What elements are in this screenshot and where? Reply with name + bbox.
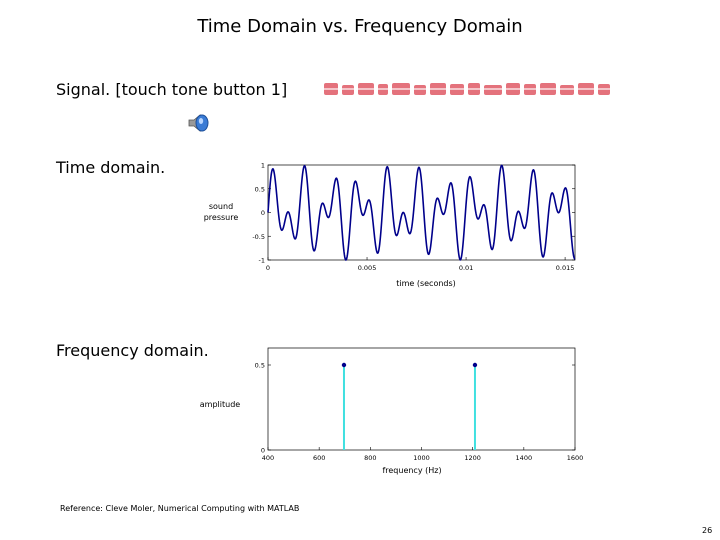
y-tick-label: -1 [259,257,265,265]
x-tick-label: 800 [364,454,376,462]
time-domain-chart: 10.50-0.5-10 0.005 0.01 0.015soundpressuret… [204,162,576,288]
x-tick-label: 1400 [516,454,533,462]
y-tick-label: 0.5 [255,185,265,193]
watermark-banner [322,83,612,95]
y-tick-label: 0 [261,447,265,455]
frequency-domain-chart: 0 0.5 400 600 800 1000 1200 1400 1600 amplitude fr… [200,347,584,475]
x-tick-label: 0 [266,264,270,272]
stem-marker [341,362,347,368]
time-domain-label: Time domain. [56,158,166,177]
x-tick-label: 400 [262,454,274,462]
reference-note: Reference: Cleve Moler, Numerical Comput… [60,504,300,513]
stem-marker [472,362,478,368]
x-tick-label: 1200 [464,454,481,462]
y-tick-label: 0.5 [255,362,265,370]
x-tick-label: 1600 [567,454,584,462]
signal-label: Signal. [touch tone button 1] [56,80,288,99]
freq-plot-frame [267,347,576,451]
page-number: 26 [702,526,713,535]
y-axis-label: pressure [204,213,239,222]
x-tick-label: 600 [313,454,325,462]
slide-title: Time Domain vs. Frequency Domain [197,16,523,37]
frequency-domain-label: Frequency domain. [56,341,209,360]
y-tick-label: 0 [261,209,265,217]
x-tick-label: 0.005 [358,264,377,272]
time-series-line [267,164,576,262]
y-tick-label: -0.5 [252,233,265,241]
x-tick-label: 1000 [413,454,430,462]
y-axis-label: sound [209,202,233,211]
y-tick-label: 1 [261,162,265,170]
y-axis-label: amplitude [200,400,241,409]
x-tick-label: 0.015 [556,264,575,272]
x-tick-label: 0.01 [459,264,473,272]
speaker-icon[interactable] [186,112,212,134]
x-axis-label: frequency (Hz) [382,466,441,475]
x-axis-label: time (seconds) [396,279,456,288]
